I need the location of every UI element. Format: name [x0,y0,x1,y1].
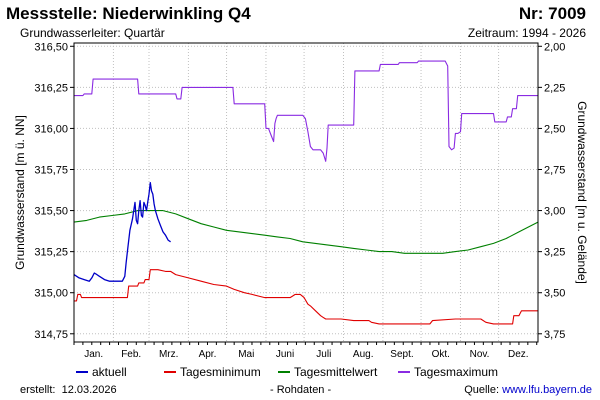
y-right-tick-label: 3,25 [544,247,565,259]
series-line-aktuell [73,181,171,282]
series-line-tagesmittelwert [73,210,539,254]
y-right-tick-label: 2,00 [544,41,565,53]
y-right-tick-label: 2,25 [544,82,565,94]
legend-tagesmittelwert: Tagesmittelwert [278,365,377,379]
source-label: Quelle: [464,384,500,396]
x-month-label: Nov. [470,349,490,360]
plot-frame [73,42,539,343]
x-month-label: Jan. [84,349,103,360]
raw-data-note: - Rohdaten - [270,384,332,396]
station-title: Messstelle: Niederwinkling Q4 [6,4,251,23]
x-month-label: Sept. [390,349,413,360]
period-label: Zeitraum: 1994 - 2026 [467,26,586,40]
legend-label-tagesminimum: Tagesminimum [180,365,261,379]
chart-axes: 314,75 315,00 315,25 315,50 315,75 316,00 316,… [13,41,589,360]
legend-aktuell: aktuell [76,365,127,379]
x-month-label: Aug. [353,349,374,360]
chart-series [73,60,539,325]
y-tick-label: 316,50 [34,41,68,53]
y-tick-label: 314,75 [34,329,68,341]
x-month-label: Apr. [199,349,217,360]
legend-swatch-tagesmaximum [398,371,410,373]
legend-swatch-tagesminimum [164,371,176,373]
y-tick-label: 315,00 [34,288,68,300]
legend-label-tagesmaximum: Tagesmaximum [414,365,499,379]
y-right-axis-title: Grundwasserstand [m u. Gelände] [575,101,589,284]
legend-swatch-tagesmittelwert [278,371,290,373]
x-month-label: Feb. [121,349,141,360]
y-axis-title: Grundwasserstand [m ü. NN] [13,115,27,270]
x-month-label: Okt. [432,349,450,360]
source-link[interactable]: www.lfu.bayern.de [502,384,592,396]
series-line-tagesmaximum [74,60,538,162]
legend-swatch-aktuell [76,371,88,373]
x-month-label: Juni [276,349,294,360]
y-right-tick-label: 3,00 [544,206,565,218]
y-right-tick-label: 3,75 [544,329,565,341]
aquifer-label: Grundwasserleiter: Quartär [20,26,165,40]
y-tick-label: 316,00 [34,123,68,135]
x-month-label: Dez. [508,349,529,360]
series-line-tagesminimum [74,269,538,325]
y-tick-label: 316,25 [34,82,68,94]
y-right-tick-label: 2,50 [544,123,565,135]
y-right-tick-label: 3,50 [544,288,565,300]
station-number: Nr: 7009 [518,4,586,23]
legend-label-tagesmittelwert: Tagesmittelwert [294,365,378,379]
x-month-label: Mrz. [159,349,178,360]
x-month-label: Juli [316,349,331,360]
chart-grid [74,43,538,342]
legend-tagesminimum: Tagesminimum [164,365,261,379]
created-label: erstellt: [20,384,56,396]
y-tick-label: 315,25 [34,247,68,259]
x-month-label: Mai [238,349,254,360]
legend-label-aktuell: aktuell [92,365,127,379]
y-right-tick-label: 2,75 [544,165,565,177]
created-value: 12.03.2026 [61,384,117,396]
created-date: erstellt: 12.03.2026 [20,384,117,396]
legend-tagesmaximum: Tagesmaximum [398,365,498,379]
source-credit: Quelle: www.lfu.bayern.de [464,384,592,396]
y-tick-label: 315,50 [34,206,68,218]
y-tick-label: 315,75 [34,165,68,177]
